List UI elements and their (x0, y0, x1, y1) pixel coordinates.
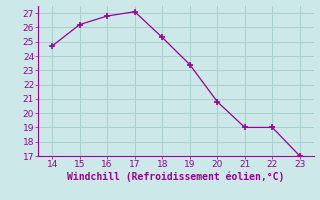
X-axis label: Windchill (Refroidissement éolien,°C): Windchill (Refroidissement éolien,°C) (67, 172, 285, 182)
